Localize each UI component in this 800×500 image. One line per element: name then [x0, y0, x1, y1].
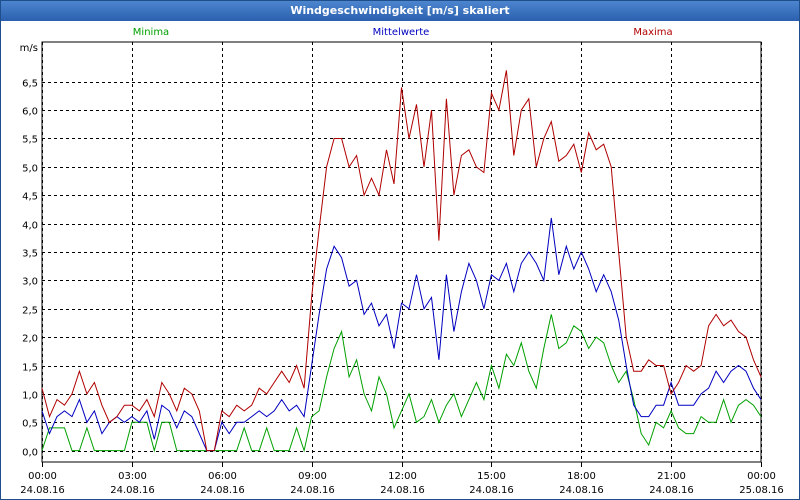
y-tick-label: 2,0: [22, 334, 38, 345]
x-tick-label-time: 21:00: [657, 471, 686, 482]
x-tick-label-date: 24.08.16: [290, 485, 335, 496]
x-tick-label-date: 24.08.16: [649, 485, 694, 496]
x-tick-label-time: 03:00: [118, 471, 147, 482]
y-tick-label: 3,5: [22, 249, 38, 260]
y-tick-label: 4,0: [22, 221, 38, 232]
x-tick-label-time: 15:00: [477, 471, 506, 482]
y-tick-label: 3,0: [22, 277, 38, 288]
y-tick-label: 6,0: [22, 107, 38, 118]
y-tick-label: 6,5: [22, 79, 38, 90]
x-tick-label-date: 24.08.16: [559, 485, 604, 496]
x-tick-label-time: 00:00: [747, 471, 776, 482]
x-tick-label-date: 24.08.16: [469, 485, 514, 496]
y-tick-label: 1,0: [22, 391, 38, 402]
x-tick-label-time: 09:00: [298, 471, 327, 482]
x-tick-label-date: 24.08.16: [200, 485, 245, 496]
y-tick-label: 2,5: [22, 306, 38, 317]
y-tick-label: 1,5: [22, 363, 38, 374]
legend-maxima: Maxima: [633, 27, 672, 38]
y-tick-label: 0,0: [22, 448, 38, 459]
y-tick-label: 0,5: [22, 419, 38, 430]
wind-speed-chart: 0,0 0,5 1,0 1,5 2,0 2,5 3,0 3,5 4,0 4,5 5,0 5,5 6,0 6…: [20, 27, 784, 496]
x-tick-label-date: 24.08.16: [20, 485, 65, 496]
x-tick-label-time: 12:00: [388, 471, 417, 482]
chart-title: Windgeschwindigkeit [m/s] skaliert: [1, 1, 799, 21]
legend-minima: Minima: [133, 27, 169, 38]
x-tick-label-date: 24.08.16: [110, 485, 155, 496]
x-tick-label-time: 06:00: [208, 471, 237, 482]
x-tick-label-date: 24.08.16: [380, 485, 425, 496]
plot-area: [41, 41, 762, 463]
y-tick-label: 4,5: [22, 192, 38, 203]
legend-mittelwerte: Mittelwerte: [373, 27, 430, 38]
y-tick-label: 5,0: [22, 164, 38, 175]
y-tick-label: 5,5: [22, 135, 38, 146]
x-tick-label-time: 18:00: [567, 471, 596, 482]
x-tick-label-time: 00:00: [28, 471, 57, 482]
y-axis-label: m/s: [20, 43, 38, 54]
series-line-minima: [41, 314, 762, 453]
series-line-maxima: [41, 70, 762, 452]
x-tick-label-date: 25.08.16: [739, 485, 784, 496]
series-line-mittelwerte: [41, 217, 762, 452]
